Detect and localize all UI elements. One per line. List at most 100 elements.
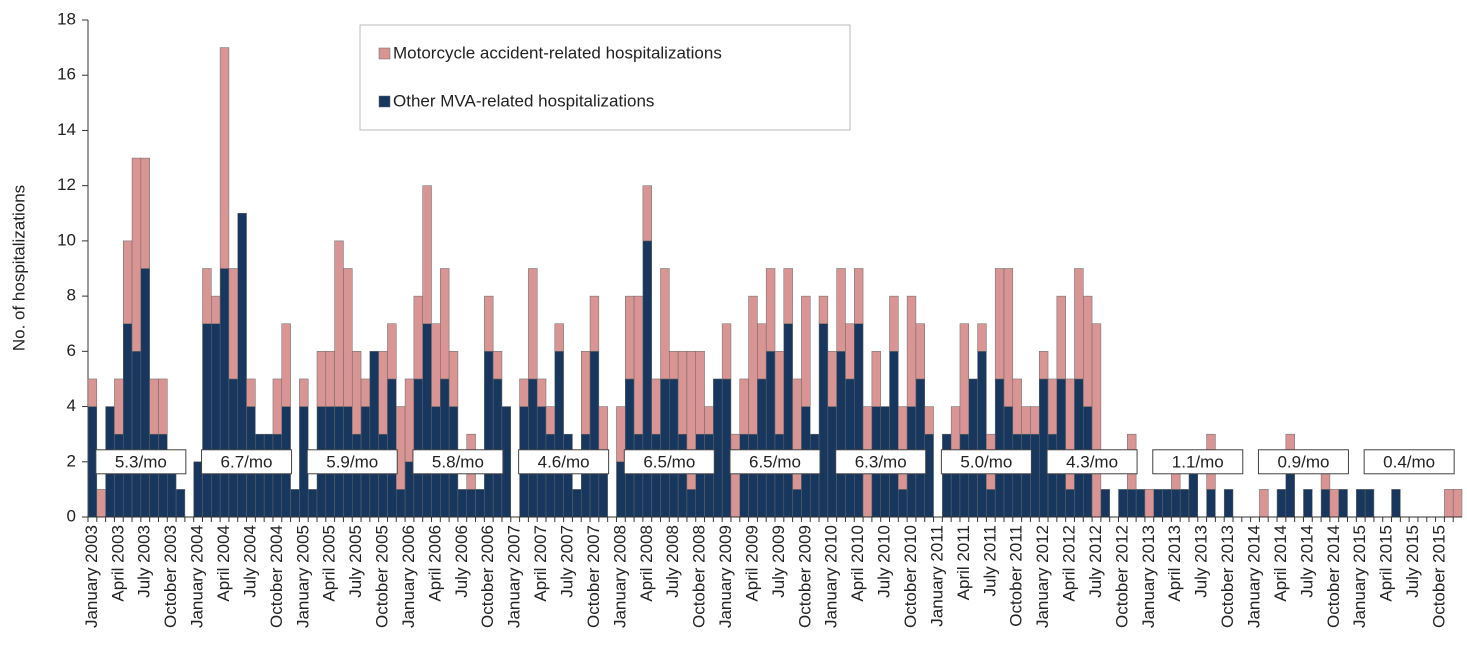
bar-segment — [202, 268, 212, 324]
x-tick-label: April 2007 — [531, 525, 550, 602]
bar-segment — [1444, 489, 1454, 518]
bar-segment — [580, 351, 591, 435]
bar-segment — [545, 433, 556, 518]
annotation: 1.1/mo — [1172, 452, 1224, 471]
y-tick-label: 10 — [57, 230, 76, 249]
bar-segment — [1030, 433, 1040, 518]
bar-segment — [351, 433, 362, 518]
x-tick-label: January 2006 — [399, 525, 418, 628]
legend-label: Motorcycle accident-related hospitalizat… — [393, 43, 722, 62]
bar-segment — [669, 351, 679, 380]
bar-segment — [466, 489, 476, 518]
bar-segment — [1329, 489, 1339, 518]
bar-segment — [660, 378, 670, 518]
bar-segment — [845, 378, 855, 518]
bar-segment — [378, 433, 388, 518]
y-tick-label: 0 — [67, 506, 76, 525]
bar-segment — [801, 295, 811, 407]
bar-segment — [1021, 406, 1031, 435]
bar-segment — [704, 406, 714, 435]
bar-segment — [660, 268, 670, 380]
bar-segment — [765, 351, 776, 518]
bar-segment — [1356, 489, 1366, 518]
bar-segment — [994, 268, 1005, 380]
bar-segment — [1135, 489, 1146, 518]
bar-segment — [792, 489, 802, 518]
bar-segment — [211, 295, 221, 324]
bar-segment — [396, 489, 406, 518]
bar-segment — [783, 323, 793, 518]
bar-segment — [977, 351, 987, 518]
y-tick-label: 16 — [57, 65, 76, 84]
bar-segment — [1012, 378, 1022, 435]
x-tick-label: October 2012 — [1112, 525, 1131, 628]
x-tick-label: October 2013 — [1218, 525, 1237, 628]
bar-segment — [492, 378, 503, 518]
y-tick-label: 6 — [67, 341, 76, 360]
bar-segment — [783, 268, 793, 324]
x-tick-label: July 2011 — [980, 525, 999, 597]
bar-segment — [1047, 378, 1058, 435]
bar-segment — [757, 378, 767, 518]
bar-segment — [440, 378, 450, 518]
x-tick-label: October 2015 — [1429, 525, 1448, 628]
bar-segment — [272, 378, 283, 435]
bar-segment — [977, 323, 987, 352]
bar-segment — [1303, 489, 1313, 518]
bar-segment — [633, 295, 644, 435]
annotation: 5.3/mo — [115, 452, 167, 471]
bar-segment — [545, 406, 556, 435]
x-tick-label: January 2011 — [927, 525, 946, 627]
bar-segment — [906, 295, 917, 407]
annotation-box — [518, 449, 610, 475]
bar-segment — [1179, 489, 1190, 518]
bar-segment — [1144, 489, 1154, 518]
bar-segment — [625, 378, 635, 518]
x-tick-label: October 2010 — [901, 525, 920, 628]
bar-segment — [739, 378, 749, 435]
x-tick-label: October 2007 — [584, 525, 603, 628]
bar-segment — [1153, 489, 1163, 518]
x-tick-label: April 2014 — [1271, 525, 1290, 602]
bar-segment — [854, 268, 864, 324]
bar-segment — [757, 323, 767, 380]
bar-segment — [1003, 268, 1014, 407]
bar-segment — [871, 351, 881, 407]
bar-segment — [1118, 489, 1128, 518]
x-tick-label: April 2006 — [425, 525, 444, 602]
y-tick-label: 12 — [57, 175, 76, 194]
bar-segment — [272, 433, 283, 518]
bar-segment — [413, 378, 423, 518]
bar-segment — [448, 351, 459, 407]
x-tick-label: July 2010 — [875, 525, 894, 598]
bar-segment — [836, 351, 846, 518]
bar-segment — [695, 351, 705, 435]
x-tick-label: October 2004 — [267, 525, 286, 628]
x-tick-label: April 2015 — [1377, 525, 1396, 602]
bar-segment — [131, 157, 142, 352]
legend-label: Other MVA-related hospitalizations — [393, 91, 654, 110]
bar-segment — [413, 295, 423, 380]
bar-segment — [519, 378, 529, 407]
bar-segment — [818, 295, 829, 324]
bar-segment — [228, 268, 238, 380]
x-tick-label: January 2005 — [293, 525, 312, 628]
bar-segment — [1047, 433, 1058, 518]
annotation: 6.5/mo — [643, 452, 695, 471]
bar-segment — [1056, 295, 1066, 380]
annotation: 6.3/mo — [855, 452, 907, 471]
x-tick-label: April 2012 — [1060, 525, 1079, 602]
bar-segment — [246, 378, 256, 407]
bar-segment — [219, 268, 230, 518]
bar-segment — [721, 323, 732, 380]
bar-segment — [651, 378, 661, 435]
bar-segment — [774, 433, 785, 518]
x-tick-label: October 2005 — [373, 525, 392, 628]
bar-segment — [211, 323, 221, 518]
bar-segment — [1338, 489, 1348, 518]
x-tick-label: April 2011 — [954, 525, 973, 600]
bar-segment — [1206, 489, 1216, 518]
bar-segment — [765, 268, 776, 352]
bar-segment — [1021, 433, 1031, 518]
